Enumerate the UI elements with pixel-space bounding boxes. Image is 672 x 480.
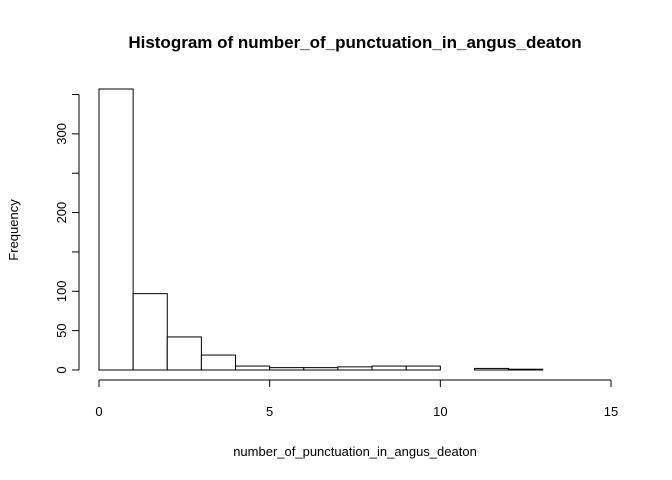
y-tick-label: 200: [54, 202, 69, 224]
histogram-bar: [235, 365, 271, 371]
y-tick-label: 0: [54, 366, 69, 373]
histogram-bar: [200, 354, 237, 371]
histogram-bar: [371, 365, 407, 371]
histogram-bar: [132, 293, 168, 371]
y-tick-label: 100: [54, 280, 69, 302]
histogram-bar: [405, 365, 441, 371]
x-axis: 0 5 10 15: [95, 379, 618, 419]
y-axis: 0 50 100 200 300: [54, 94, 80, 374]
chart-title: Histogram of number_of_punctuation_in_an…: [128, 33, 581, 52]
histogram-bar: [508, 368, 544, 371]
histogram-bar: [166, 336, 202, 371]
histogram-bar: [473, 367, 510, 371]
y-axis-label: Frequency: [6, 199, 21, 261]
y-tick-label: 50: [54, 323, 69, 337]
x-tick-label: 5: [266, 404, 273, 419]
x-tick-label: 15: [604, 404, 618, 419]
y-tick-label: 300: [54, 123, 69, 145]
x-axis-label: number_of_punctuation_in_angus_deaton: [233, 444, 477, 459]
histogram-bar: [337, 366, 373, 371]
x-tick-label: 0: [95, 404, 102, 419]
histogram-bar: [98, 88, 134, 371]
bars-group: [98, 88, 544, 371]
x-tick-label: 10: [433, 404, 447, 419]
histogram-bar: [269, 367, 305, 371]
histogram-bar: [303, 367, 339, 371]
